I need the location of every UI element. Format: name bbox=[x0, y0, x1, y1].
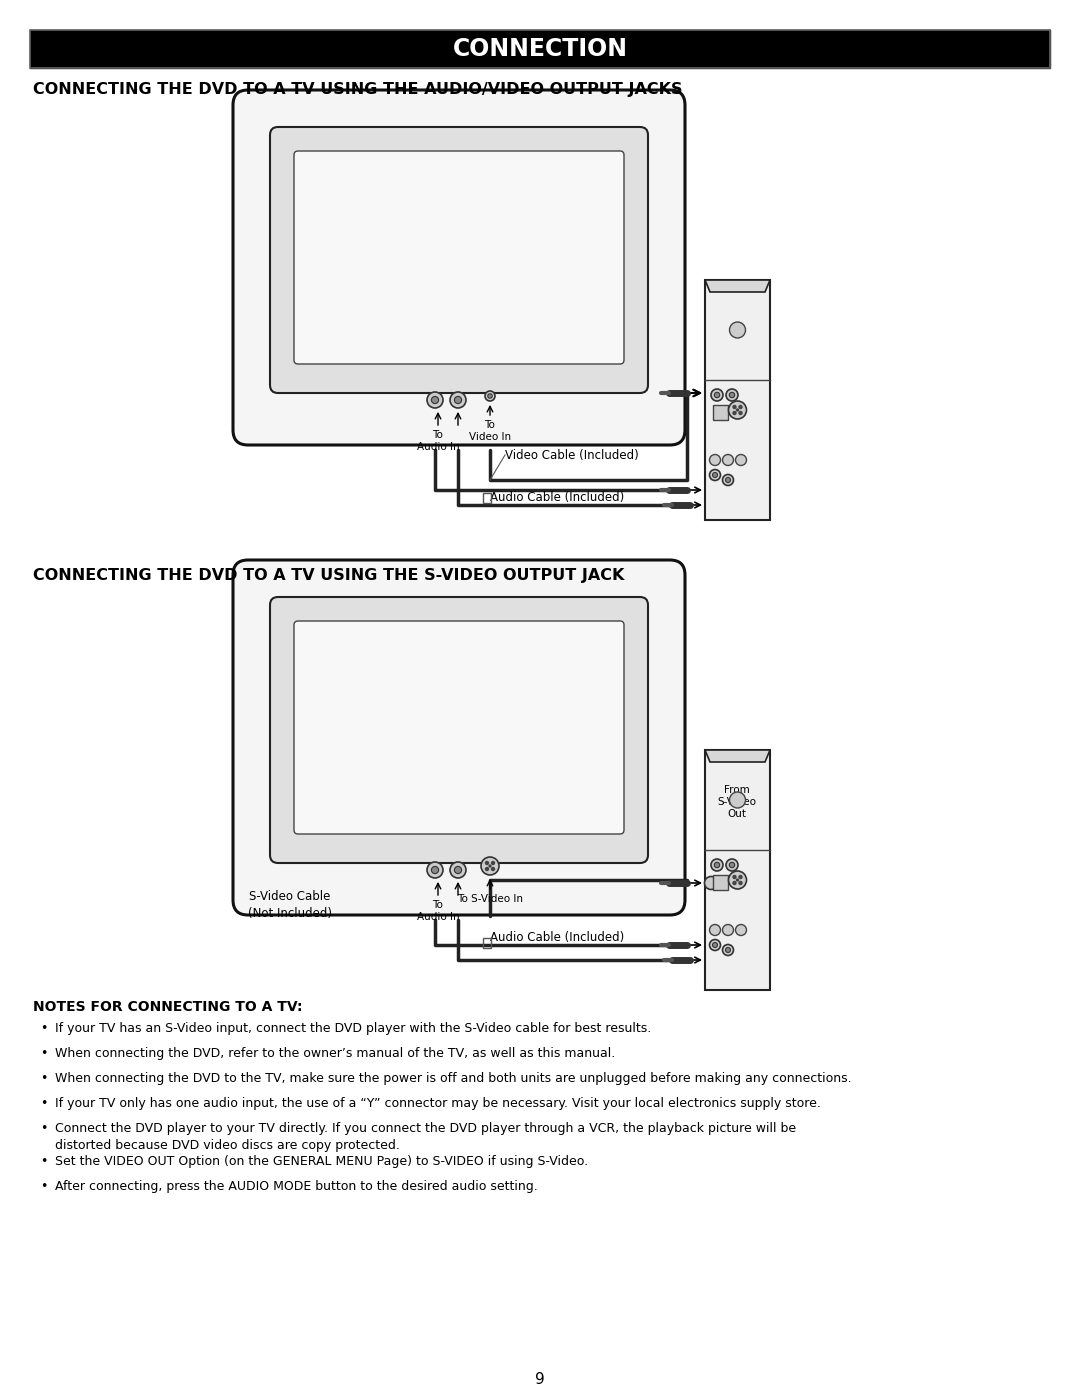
Text: Video Cable (Included): Video Cable (Included) bbox=[505, 448, 638, 461]
Circle shape bbox=[455, 397, 461, 404]
Text: CONNECTING THE DVD TO A TV USING THE AUDIO/VIDEO OUTPUT JACKS: CONNECTING THE DVD TO A TV USING THE AUD… bbox=[33, 82, 683, 96]
FancyBboxPatch shape bbox=[294, 151, 624, 365]
Text: To
Video In: To Video In bbox=[469, 420, 511, 441]
Text: •: • bbox=[40, 1180, 48, 1193]
Circle shape bbox=[491, 862, 495, 865]
Text: Set the VIDEO OUT Option (on the GENERAL MENU Page) to S-VIDEO if using S-Video.: Set the VIDEO OUT Option (on the GENERAL… bbox=[55, 1155, 589, 1168]
Circle shape bbox=[450, 862, 465, 877]
Circle shape bbox=[739, 882, 742, 884]
Circle shape bbox=[427, 862, 443, 877]
FancyBboxPatch shape bbox=[233, 560, 685, 915]
Bar bbox=[713, 405, 728, 420]
Text: Audio Cable (Included): Audio Cable (Included) bbox=[490, 492, 624, 504]
Text: From
S-Video
Out: From S-Video Out bbox=[717, 785, 756, 820]
Text: To
Audio In: To Audio In bbox=[417, 430, 459, 451]
Circle shape bbox=[427, 393, 443, 408]
Circle shape bbox=[486, 868, 488, 870]
FancyBboxPatch shape bbox=[270, 127, 648, 393]
Circle shape bbox=[733, 876, 735, 879]
Circle shape bbox=[711, 388, 723, 401]
Bar bbox=[483, 493, 491, 503]
Circle shape bbox=[726, 859, 738, 870]
Bar bbox=[30, 29, 1050, 68]
Circle shape bbox=[710, 454, 720, 465]
Circle shape bbox=[491, 868, 495, 870]
Circle shape bbox=[710, 469, 720, 481]
Circle shape bbox=[739, 405, 742, 408]
Circle shape bbox=[726, 478, 730, 482]
FancyBboxPatch shape bbox=[270, 597, 648, 863]
Circle shape bbox=[710, 940, 720, 950]
Text: CONNECTING THE DVD TO A TV USING THE S-VIDEO OUTPUT JACK: CONNECTING THE DVD TO A TV USING THE S-V… bbox=[33, 569, 624, 583]
Text: If your TV only has one audio input, the use of a “Y” connector may be necessary: If your TV only has one audio input, the… bbox=[55, 1097, 821, 1111]
Text: •: • bbox=[40, 1046, 48, 1060]
Circle shape bbox=[714, 393, 719, 398]
Polygon shape bbox=[705, 750, 770, 761]
Circle shape bbox=[486, 862, 488, 865]
Circle shape bbox=[450, 393, 465, 408]
Circle shape bbox=[737, 879, 739, 882]
Circle shape bbox=[723, 925, 733, 936]
Circle shape bbox=[726, 388, 738, 401]
Circle shape bbox=[723, 944, 733, 956]
Circle shape bbox=[711, 859, 723, 870]
Text: NOTES FOR CONNECTING TO A TV:: NOTES FOR CONNECTING TO A TV: bbox=[33, 1000, 302, 1014]
Polygon shape bbox=[705, 279, 770, 292]
Circle shape bbox=[739, 876, 742, 879]
Text: •: • bbox=[40, 1155, 48, 1168]
FancyBboxPatch shape bbox=[233, 89, 685, 446]
Text: S-Video Cable
(Not Included): S-Video Cable (Not Included) bbox=[248, 890, 332, 921]
Text: 9: 9 bbox=[535, 1372, 545, 1387]
Text: CONNECTION: CONNECTION bbox=[453, 36, 627, 61]
Circle shape bbox=[729, 321, 745, 338]
Circle shape bbox=[710, 925, 720, 936]
Circle shape bbox=[735, 925, 746, 936]
Circle shape bbox=[729, 393, 734, 398]
Circle shape bbox=[729, 401, 746, 419]
Circle shape bbox=[733, 405, 735, 408]
Text: To
Audio In: To Audio In bbox=[417, 900, 459, 922]
Bar bbox=[30, 29, 1050, 68]
Bar bbox=[705, 750, 770, 990]
Circle shape bbox=[485, 391, 495, 401]
Circle shape bbox=[735, 454, 746, 465]
Text: Audio Cable (Included): Audio Cable (Included) bbox=[490, 930, 624, 943]
Circle shape bbox=[726, 947, 730, 953]
Circle shape bbox=[729, 792, 745, 807]
Bar bbox=[713, 875, 728, 890]
Circle shape bbox=[737, 409, 739, 411]
Circle shape bbox=[704, 876, 717, 890]
Text: •: • bbox=[40, 1023, 48, 1035]
Text: When connecting the DVD, refer to the owner’s manual of the TV, as well as this : When connecting the DVD, refer to the ow… bbox=[55, 1046, 616, 1060]
Circle shape bbox=[723, 454, 733, 465]
Circle shape bbox=[431, 866, 438, 873]
Bar bbox=[705, 279, 770, 520]
Circle shape bbox=[714, 862, 719, 868]
Circle shape bbox=[733, 882, 735, 884]
Circle shape bbox=[733, 412, 735, 415]
Text: When connecting the DVD to the TV, make sure the power is off and both units are: When connecting the DVD to the TV, make … bbox=[55, 1071, 852, 1085]
Circle shape bbox=[729, 870, 746, 888]
Text: To S-Video In: To S-Video In bbox=[457, 894, 523, 904]
Circle shape bbox=[481, 856, 499, 875]
Circle shape bbox=[431, 397, 438, 404]
Text: If your TV has an S-Video input, connect the DVD player with the S-Video cable f: If your TV has an S-Video input, connect… bbox=[55, 1023, 651, 1035]
Circle shape bbox=[713, 472, 717, 478]
Circle shape bbox=[488, 394, 492, 398]
Text: •: • bbox=[40, 1097, 48, 1111]
Circle shape bbox=[729, 862, 734, 868]
Circle shape bbox=[739, 412, 742, 415]
Text: After connecting, press the AUDIO MODE button to the desired audio setting.: After connecting, press the AUDIO MODE b… bbox=[55, 1180, 538, 1193]
Circle shape bbox=[723, 475, 733, 486]
FancyBboxPatch shape bbox=[294, 622, 624, 834]
Text: •: • bbox=[40, 1071, 48, 1085]
Text: •: • bbox=[40, 1122, 48, 1134]
Circle shape bbox=[455, 866, 461, 873]
Circle shape bbox=[489, 865, 491, 868]
Bar bbox=[483, 937, 491, 949]
Text: Connect the DVD player to your TV directly. If you connect the DVD player throug: Connect the DVD player to your TV direct… bbox=[55, 1122, 796, 1151]
Circle shape bbox=[713, 943, 717, 947]
